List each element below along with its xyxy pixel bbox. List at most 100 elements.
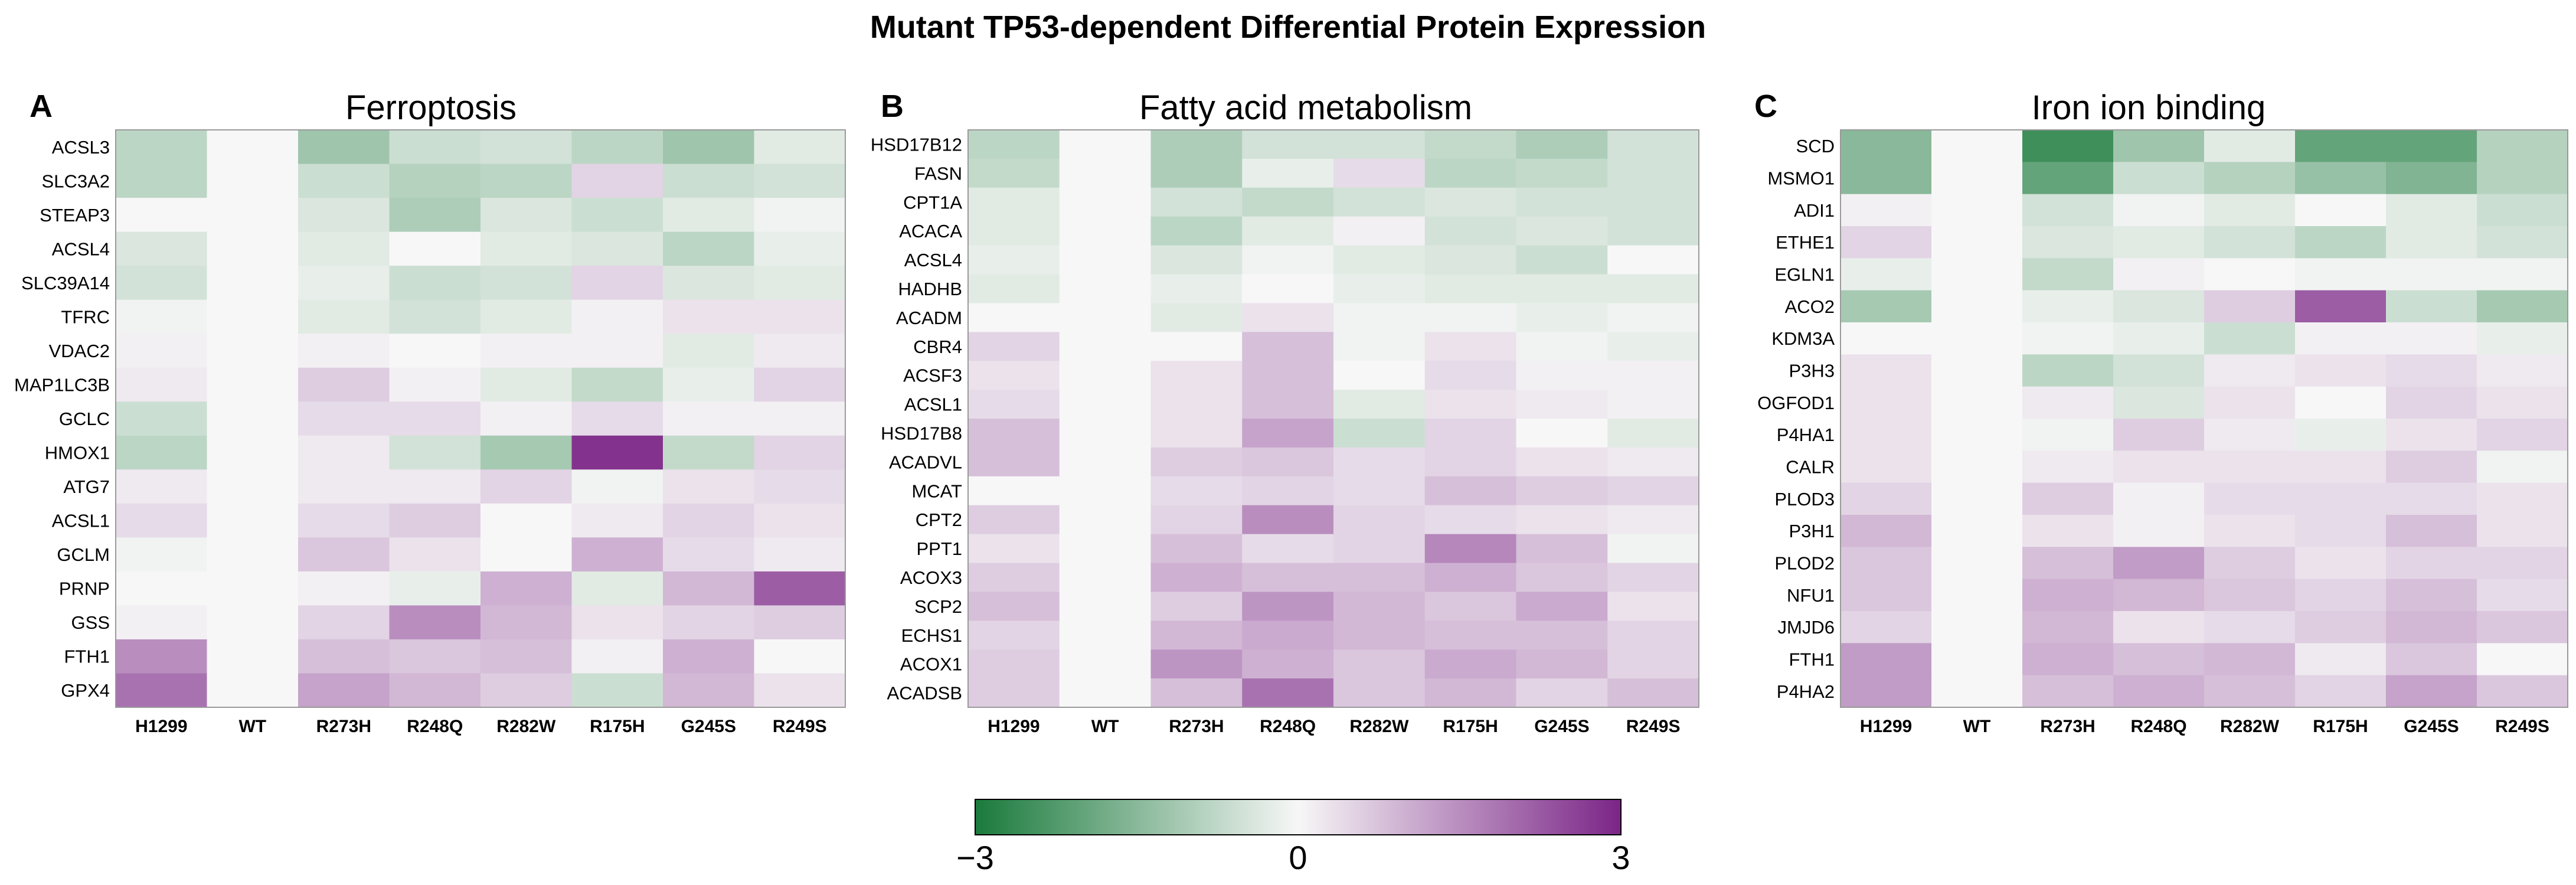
heatmap-cell	[1150, 274, 1243, 303]
heatmap-cell	[1242, 505, 1334, 535]
heatmap-cell	[2295, 547, 2387, 580]
row-label: CPT1A	[903, 192, 962, 213]
figure-title: Mutant TP53-dependent Differential Prote…	[870, 9, 1706, 45]
heatmap-cell	[1242, 592, 1334, 621]
heatmap-cell	[1242, 130, 1334, 159]
heatmap-cell	[1150, 621, 1243, 650]
heatmap-cell	[2477, 386, 2568, 419]
heatmap-cell	[2022, 643, 2114, 676]
heatmap-cell	[754, 231, 846, 266]
column-label: H1299	[1860, 717, 1912, 736]
heatmap-cell	[1333, 216, 1426, 246]
row-label: MCAT	[911, 481, 962, 501]
panel-letter: C	[1754, 89, 1777, 124]
heatmap-cell	[2295, 162, 2387, 195]
heatmap-cell	[2204, 322, 2296, 355]
heatmap-cell	[389, 401, 481, 436]
heatmap-cell	[480, 435, 573, 470]
heatmap-cell	[1931, 611, 2023, 644]
row-label: ATG7	[63, 476, 110, 497]
heatmap-cell	[298, 299, 390, 334]
heatmap-cell	[116, 231, 208, 266]
heatmap-cell	[480, 605, 573, 640]
row-label: CPT2	[916, 510, 962, 530]
heatmap-cell	[2295, 354, 2387, 387]
heatmap-cell	[1059, 361, 1152, 390]
heatmap-cell	[1150, 534, 1243, 564]
heatmap-cell	[389, 435, 481, 470]
heatmap-cell	[2113, 162, 2205, 195]
heatmap-cell	[1059, 621, 1152, 650]
heatmap-cell	[298, 469, 390, 504]
heatmap-cell	[480, 639, 573, 674]
row-label: ACSL1	[52, 511, 110, 531]
heatmap-cell	[1150, 505, 1243, 535]
heatmap-cell	[1242, 678, 1334, 708]
heatmap-cell	[1150, 216, 1243, 246]
heatmap-cell	[298, 673, 390, 708]
heatmap-cell	[1607, 303, 1699, 332]
heatmap-cell	[754, 401, 846, 436]
row-label: MAP1LC3B	[14, 375, 110, 396]
colorbar: −3 0 3	[956, 799, 1630, 876]
heatmap-cell	[2386, 162, 2477, 195]
heatmap-cell	[2477, 322, 2568, 355]
heatmap-cell	[480, 299, 573, 334]
heatmap-cell	[2295, 258, 2387, 291]
row-label: HMOX1	[45, 443, 110, 463]
heatmap-cell	[571, 164, 663, 198]
row-label: ACSL3	[52, 137, 110, 158]
heatmap-cell	[2477, 130, 2568, 162]
heatmap-cell	[1931, 194, 2023, 227]
row-label: STEAP3	[40, 205, 110, 226]
heatmap-cell	[1242, 245, 1334, 275]
heatmap-cell	[1841, 482, 1932, 515]
heatmap-cell	[968, 361, 1060, 390]
row-label: EGLN1	[1774, 264, 1835, 285]
heatmap-cell	[1242, 419, 1334, 448]
heatmap-cell	[1424, 678, 1517, 708]
panel-letter: B	[881, 89, 904, 124]
heatmap-cell	[2477, 258, 2568, 291]
row-label: ACO2	[1785, 296, 1835, 317]
heatmap-cell	[480, 334, 573, 368]
heatmap-cell	[754, 130, 846, 165]
heatmap-cell	[968, 130, 1060, 159]
heatmap-cell	[298, 537, 390, 572]
heatmap-cell	[1242, 390, 1334, 419]
heatmap-cell	[1841, 226, 1932, 259]
heatmap-cell	[1516, 187, 1608, 217]
row-label: VDAC2	[49, 341, 110, 361]
heatmap-cell	[1059, 158, 1152, 188]
heatmap-cell	[1059, 390, 1152, 419]
heatmap-cell	[116, 299, 208, 334]
heatmap-cell	[116, 639, 208, 674]
heatmap-cell	[2204, 386, 2296, 419]
heatmap-cell	[2386, 194, 2477, 227]
heatmap-cell	[1150, 592, 1243, 621]
heatmap-cell	[968, 563, 1060, 592]
column-label: R248Q	[407, 717, 463, 736]
heatmap-cell	[1607, 476, 1699, 506]
heatmap-cell	[968, 592, 1060, 621]
heatmap-cell	[1059, 187, 1152, 217]
heatmap-cell	[116, 266, 208, 301]
heatmap-cell	[968, 158, 1060, 188]
heatmap-cell	[1516, 419, 1608, 448]
heatmap-cell	[2386, 322, 2477, 355]
heatmap-cell	[1059, 245, 1152, 275]
heatmap-cell	[480, 130, 573, 165]
row-label: ACSF3	[903, 365, 962, 386]
heatmap-cell	[207, 266, 299, 301]
heatmap-cell	[2295, 482, 2387, 515]
heatmap-cell	[663, 164, 755, 198]
heatmap-cell	[2204, 130, 2296, 162]
heatmap-cell	[207, 571, 299, 606]
row-label: FTH1	[64, 646, 110, 667]
heatmap-cell	[1333, 332, 1426, 361]
column-label: R175H	[590, 717, 645, 736]
heatmap-cell	[663, 435, 755, 470]
heatmap-cell	[968, 216, 1060, 246]
heatmap-cell	[2113, 258, 2205, 291]
heatmap-cell	[1424, 390, 1517, 419]
